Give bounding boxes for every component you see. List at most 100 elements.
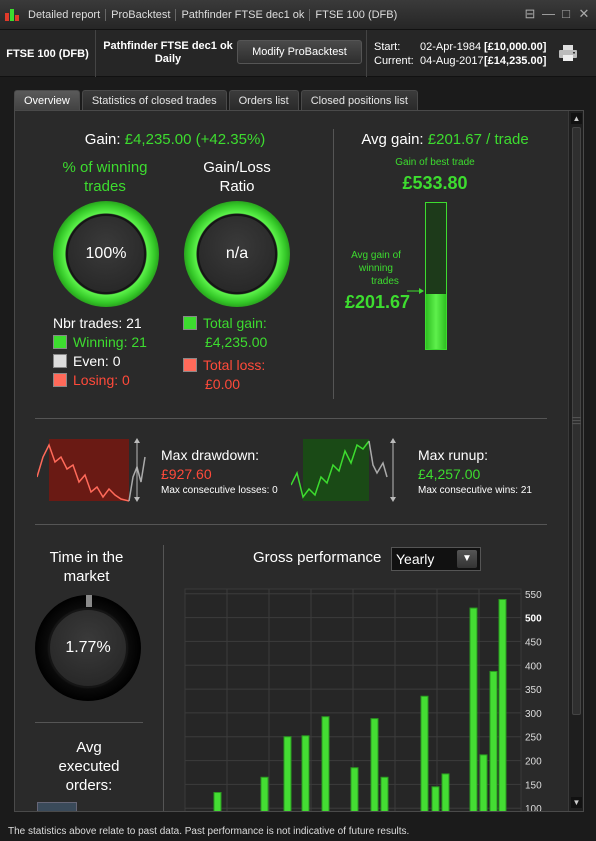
drawdown-value: £927.60 [161,466,212,482]
losing-count: Losing: 0 [73,372,130,388]
modify-probacktest-button[interactable]: Modify ProBacktest [237,40,362,64]
performance-bar[interactable] [380,776,389,812]
y-tick-label: 250 [525,733,542,744]
title-bar: Detailed report ProBacktest Pathfinder F… [0,0,596,30]
ratio-title-line1: Gain/Loss [203,159,271,176]
tab-bar: Overview Statistics of closed trades Ord… [14,90,418,110]
performance-bar[interactable] [489,670,498,812]
avg-gain-bar-fill [426,293,446,349]
performance-bar[interactable] [479,754,488,812]
y-tick-label: 150 [525,780,542,791]
tab-orders-list[interactable]: Orders list [228,90,299,110]
drawdown-label: Max drawdown: [161,447,260,463]
performance-bar[interactable] [321,716,330,812]
start-date: 02-Apr-1984 [420,41,482,53]
performance-bar[interactable] [498,598,507,812]
tab-closed-positions[interactable]: Closed positions list [300,90,418,110]
scroll-grip-icon: — — — [572,413,581,428]
avg-gain-value: £201.67 / trade [427,131,529,148]
market-gauge-marker [86,595,92,607]
drawdown-chart-icon [37,438,146,502]
breadcrumb-strategy[interactable]: Pathfinder FTSE dec1 ok [176,8,311,21]
winning-title-line1: % of winning [62,159,148,176]
total-loss-value: £0.00 [205,376,241,392]
y-tick-label: 100 [525,804,542,812]
detach-icon[interactable]: ⊟ [524,6,536,21]
avg-gain-label: Avg gain: [361,131,424,148]
total-gain-label: Total gain: [203,315,267,331]
maximize-icon[interactable]: □ [562,6,570,21]
losing-swatch [53,373,67,387]
y-tick-label: 450 [525,637,542,648]
performance-bar[interactable] [431,786,440,812]
y-tick-label: 500 [525,614,542,625]
performance-bar[interactable] [420,695,429,812]
period-select[interactable]: Yearly ▼ [391,547,481,571]
gain-label: Gain: [84,131,121,148]
strategy-title: Pathfinder FTSE dec1 ok [103,40,233,52]
performance-bar[interactable] [350,767,359,812]
performance-bar[interactable] [213,792,222,812]
tab-statistics[interactable]: Statistics of closed trades [81,90,227,110]
ratio-title: Gain/Loss Ratio [177,158,297,196]
gain-summary: Gain: £4,235.00 (+42.35%) [15,131,335,148]
ratio-title-line2: Ratio [219,178,255,195]
divider-vertical-bottom [163,545,164,811]
scroll-up-icon[interactable]: ▲ [571,113,582,124]
period-select-value: Yearly [396,551,435,567]
avg-gain-summary: Avg gain: £201.67 / trade [345,131,545,148]
current-date: 04-Aug-2017 [420,55,484,67]
close-icon[interactable]: ✕ [578,6,590,21]
chevron-down-icon[interactable]: ▼ [457,550,477,568]
orders-title-line1: Avg [76,739,102,756]
orders-title: Avg executed orders: [35,738,143,795]
best-trade-value: £533.80 [402,173,468,193]
strategy-timeframe: Daily [154,53,182,65]
arrow-right-icon [407,288,424,294]
avg-win-label-line3: trades [371,276,399,287]
y-tick-label: 200 [525,757,542,768]
strategy-name: Pathfinder FTSE dec1 ok Daily [100,40,236,66]
app-logo-icon [5,8,19,22]
performance-bar[interactable] [370,718,379,812]
disclaimer-footer: The statistics above relate to past data… [0,822,596,841]
performance-bar[interactable] [260,776,269,812]
performance-bar[interactable] [283,736,292,812]
breadcrumb-instrument[interactable]: FTSE 100 (DFB) [315,8,398,21]
breadcrumb-detailed-report[interactable]: Detailed report [23,8,107,21]
runup-label: Max runup: [418,447,489,463]
winning-title-line2: trades [84,178,126,195]
total-gain-swatch [183,316,197,330]
instrument-label: FTSE 100 (DFB) [0,30,96,77]
total-loss-swatch [183,358,197,372]
winning-swatch [53,335,67,349]
market-gauge: 1.77% [35,595,141,701]
minimize-icon[interactable]: — [542,6,555,21]
gain-value: £4,235.00 (+42.35%) [124,131,266,148]
start-label: Start: [374,41,401,53]
ratio-gauge: n/a [184,201,290,307]
performance-bar[interactable] [301,735,310,812]
avg-win-value: £201.67 [345,292,411,312]
divider-horizontal-3 [35,722,143,723]
vertical-scrollbar[interactable]: ▲ — — — ▼ [568,111,583,811]
avg-gain-bar [425,202,447,350]
scroll-down-icon[interactable]: ▼ [571,797,582,808]
nbr-trades: Nbr trades: 21 [53,315,142,331]
breadcrumb-probacktest[interactable]: ProBacktest [106,8,177,21]
max-consecutive-losses: Max consecutive losses: 0 [161,485,278,496]
winning-count: Winning: 21 [73,334,147,350]
divider-horizontal-2 [35,524,547,525]
max-consecutive-wins: Max consecutive wins: 21 [418,485,532,496]
total-gain-value: £4,235.00 [205,334,268,350]
printer-icon[interactable] [558,44,578,62]
performance-bar[interactable] [441,773,450,812]
y-tick-label: 350 [525,685,542,696]
scroll-thumb[interactable] [572,127,581,715]
y-tick-label: 550 [525,590,542,601]
tab-overview[interactable]: Overview [14,90,80,110]
performance-bar[interactable] [469,607,478,812]
overview-panel: Gain: £4,235.00 (+42.35%) % of winning t… [14,110,584,812]
avg-win-label-line2: winning [359,263,393,274]
best-trade-label: Gain of best trade [395,157,475,168]
